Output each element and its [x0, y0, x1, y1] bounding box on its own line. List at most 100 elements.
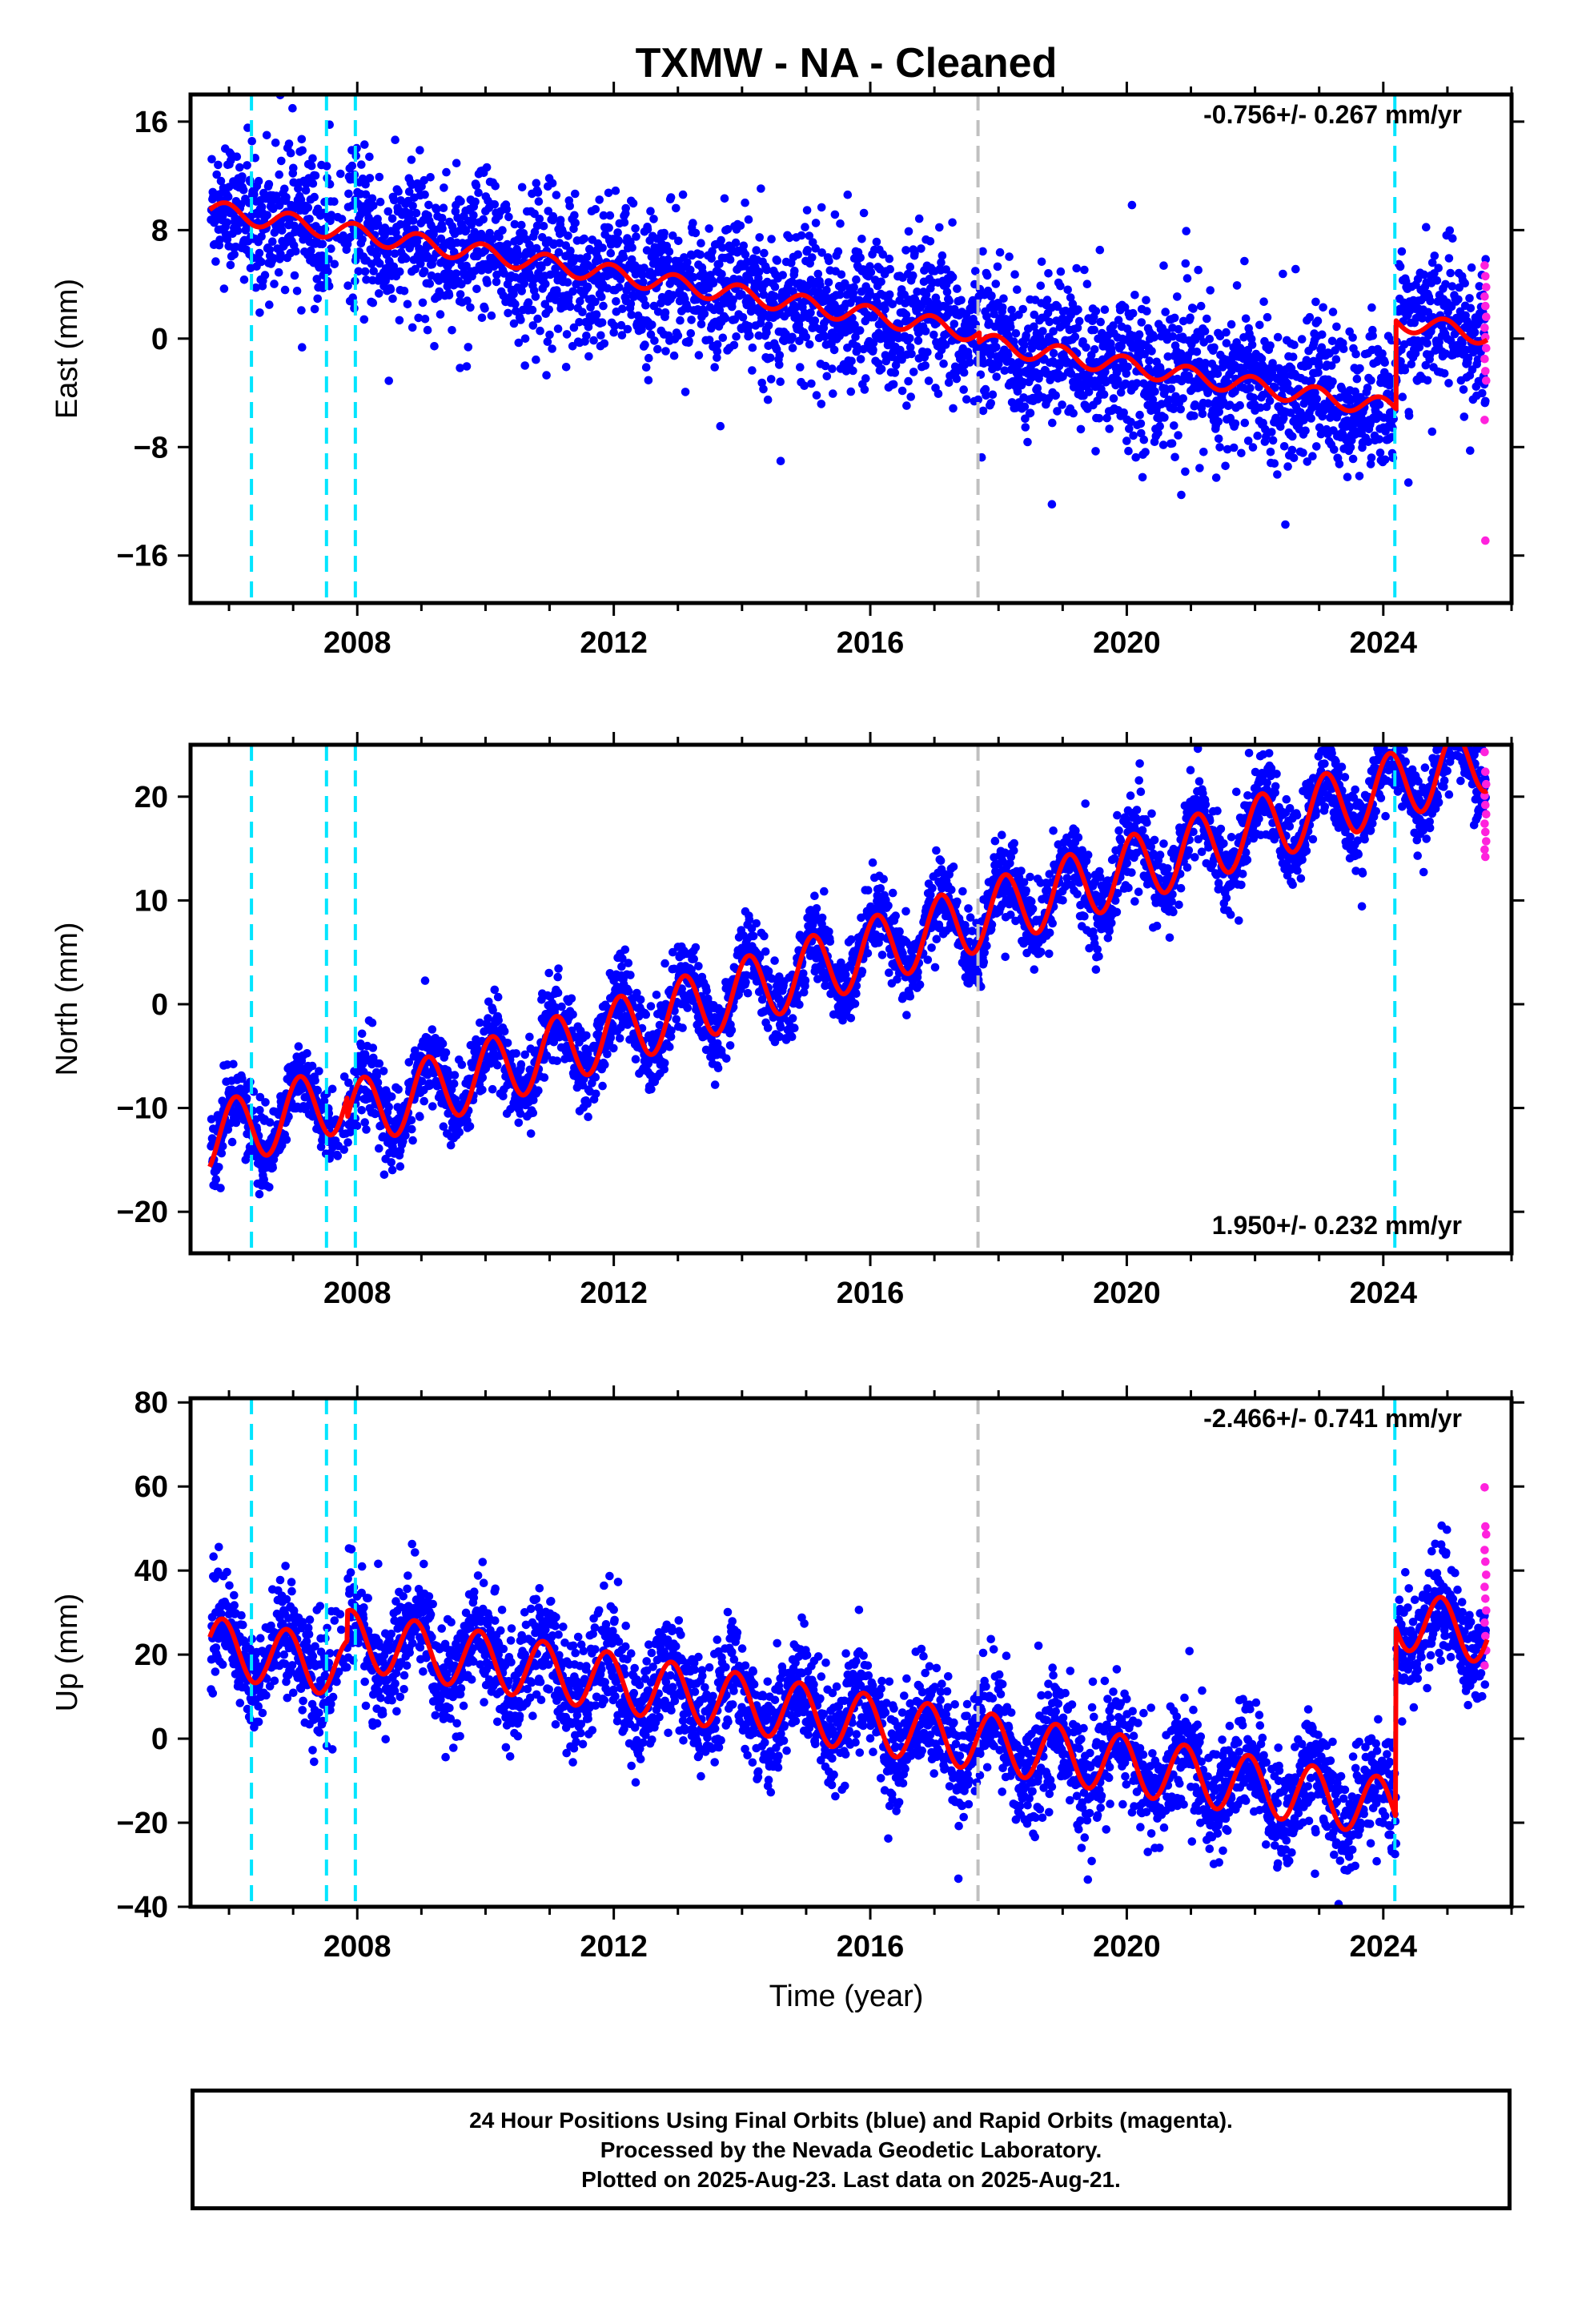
data-point [238, 172, 247, 181]
data-point [472, 181, 481, 191]
data-point [365, 152, 374, 162]
data-point [754, 267, 764, 276]
data-point [1378, 349, 1387, 358]
data-point [544, 968, 553, 978]
data-point [609, 1043, 618, 1053]
data-point [1211, 473, 1221, 482]
data-point [416, 1112, 424, 1121]
y-tick-label: 0 [151, 323, 168, 356]
data-point [284, 139, 294, 148]
data-point [583, 282, 592, 292]
data-point [499, 1092, 508, 1101]
data-point [387, 214, 397, 223]
data-point [1010, 270, 1019, 279]
data-point [652, 991, 661, 999]
data-point [948, 272, 958, 282]
data-point [606, 248, 616, 258]
data-point [403, 224, 412, 233]
data-point [631, 224, 640, 233]
data-point [387, 1158, 396, 1167]
data-point [1315, 423, 1324, 432]
data-point [1182, 274, 1192, 283]
data-point [1215, 443, 1224, 452]
data-point [665, 1042, 674, 1051]
data-point [436, 310, 445, 319]
data-point [869, 339, 878, 348]
data-point [379, 1067, 388, 1076]
data-point [592, 310, 601, 320]
data-point [937, 258, 946, 267]
data-point [1380, 455, 1390, 464]
data-point [412, 208, 421, 218]
data-point [358, 235, 367, 244]
data-point [1289, 453, 1299, 463]
data-point [1395, 262, 1405, 271]
data-point [526, 1129, 536, 1138]
data-point [1253, 431, 1262, 440]
data-point [860, 385, 869, 394]
data-point [741, 198, 749, 207]
data-point [303, 203, 313, 212]
data-point [1286, 408, 1295, 417]
x-tick-label: 2020 [1093, 626, 1161, 660]
data-point [1160, 413, 1169, 422]
data-point [357, 1042, 366, 1051]
data-point [1249, 393, 1259, 403]
data-point [336, 169, 345, 179]
data-point [859, 208, 869, 218]
data-point [290, 271, 299, 280]
data-point [923, 348, 932, 357]
data-point [615, 283, 624, 292]
data-point [1084, 388, 1094, 396]
data-point [261, 1098, 270, 1107]
data-point [403, 300, 412, 309]
data-point [553, 988, 563, 997]
data-point [1262, 432, 1271, 441]
data-point [400, 287, 409, 296]
data-point [1159, 261, 1168, 271]
data-point [959, 385, 968, 394]
data-point [536, 326, 544, 336]
data-point [835, 290, 845, 300]
data-point [825, 256, 833, 266]
data-point [687, 316, 696, 324]
data-point [766, 353, 775, 363]
data-point [1163, 352, 1173, 361]
data-point [676, 316, 685, 325]
data-point [510, 219, 520, 229]
data-point [1271, 383, 1279, 392]
data-point [764, 321, 773, 330]
data-point [262, 131, 271, 140]
data-point [216, 176, 226, 186]
data-point [988, 390, 998, 400]
data-point [1375, 448, 1385, 457]
data-point [618, 954, 627, 963]
data-point [683, 258, 692, 267]
data-point [1418, 314, 1427, 323]
data-point [1423, 376, 1432, 385]
data-point [598, 243, 607, 252]
data-point [723, 225, 733, 234]
data-point [365, 174, 375, 183]
x-tick-label: 2008 [323, 626, 391, 660]
data-point [904, 227, 913, 236]
data-point [568, 1010, 577, 1019]
data-point [1240, 418, 1250, 428]
data-point [514, 251, 523, 260]
data-point [440, 183, 448, 192]
data-point [674, 236, 683, 246]
data-point [277, 226, 287, 235]
data-point [1311, 297, 1320, 307]
data-point [360, 140, 369, 149]
data-point [745, 331, 754, 340]
data-point [639, 278, 648, 287]
data-point [837, 270, 846, 279]
data-point [921, 327, 930, 336]
data-point [1243, 436, 1253, 445]
data-point [565, 302, 575, 312]
data-point [628, 199, 638, 208]
data-point [604, 188, 613, 198]
data-point [1074, 316, 1084, 326]
data-point [1229, 443, 1239, 452]
data-point [1380, 358, 1389, 368]
